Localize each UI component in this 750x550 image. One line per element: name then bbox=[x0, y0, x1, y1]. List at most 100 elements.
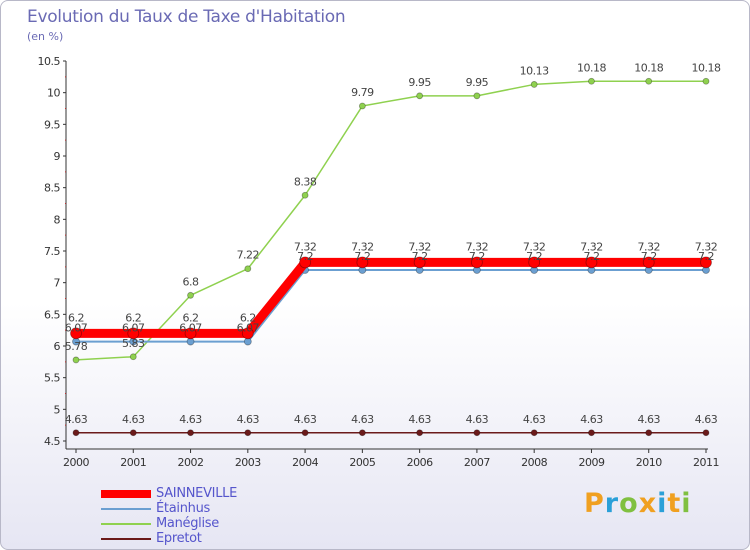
data-label-sainneville: 7.32 bbox=[580, 240, 603, 253]
y-tick-label: 9 bbox=[54, 150, 61, 163]
data-label-sainneville: 6.2 bbox=[68, 311, 84, 324]
data-point-sainneville bbox=[299, 256, 311, 269]
legend-label-etainhus: Étainhus bbox=[156, 501, 210, 516]
data-point-sainneville bbox=[471, 256, 483, 269]
x-tick-label: 2008 bbox=[521, 456, 547, 469]
x-tick-label: 2000 bbox=[63, 456, 89, 469]
proxiti-logo: Proxiti bbox=[584, 488, 692, 519]
data-point-sainneville bbox=[70, 327, 82, 340]
x-tick-label: 2004 bbox=[292, 456, 318, 469]
data-point-maneglise bbox=[244, 265, 252, 273]
data-point-epretot bbox=[473, 429, 481, 437]
data-label-sainneville: 7.32 bbox=[523, 240, 546, 253]
data-label-sainneville: 6.2 bbox=[183, 311, 199, 324]
data-label-sainneville: 6.2 bbox=[240, 311, 256, 324]
data-point-maneglise bbox=[645, 77, 653, 85]
data-label-maneglise: 9.79 bbox=[351, 86, 374, 99]
series-line-sainneville bbox=[76, 257, 706, 338]
data-label-etainhus: 7.2 bbox=[354, 250, 370, 263]
x-tick-label: 2007 bbox=[464, 456, 490, 469]
data-point-sainneville bbox=[184, 327, 197, 340]
data-point-maneglise bbox=[187, 291, 194, 299]
data-point-sainneville bbox=[413, 256, 426, 269]
data-point-sainneville bbox=[127, 327, 140, 340]
logo-letter: t bbox=[667, 488, 682, 519]
y-tick-label: 7 bbox=[54, 277, 61, 290]
legend-label-epretot: Epretot bbox=[156, 531, 202, 546]
data-label-sainneville: 6.2 bbox=[125, 311, 141, 324]
data-point-epretot bbox=[244, 429, 252, 437]
data-label-epretot: 4.63 bbox=[122, 413, 145, 426]
data-label-sainneville: 7.32 bbox=[294, 240, 317, 253]
data-point-epretot bbox=[645, 429, 653, 437]
data-label-maneglise: 8.38 bbox=[294, 175, 317, 188]
data-label-sainneville: 7.32 bbox=[466, 240, 489, 253]
data-point-sainneville bbox=[356, 256, 369, 269]
data-label-epretot: 4.63 bbox=[408, 413, 431, 426]
axes: 4.5 5 5.5 6 6.5 7 7.5 8 8.5 9 9.5 10 10.5 2000 2001 200… bbox=[38, 55, 720, 469]
data-label-sainneville: 7.32 bbox=[637, 240, 660, 253]
y-tick-label: 5 bbox=[54, 403, 61, 416]
data-label-maneglise: 6.8 bbox=[183, 275, 199, 288]
data-point-epretot bbox=[129, 429, 137, 437]
y-tick-label: 6 bbox=[54, 340, 61, 353]
data-point-epretot bbox=[301, 429, 309, 437]
data-label-maneglise: 9.95 bbox=[466, 76, 489, 89]
data-point-sainneville bbox=[585, 256, 598, 269]
data-point-sainneville bbox=[642, 256, 655, 269]
data-label-maneglise: 10.18 bbox=[577, 61, 606, 74]
x-tick-label: 2003 bbox=[235, 456, 261, 469]
data-point-epretot bbox=[702, 429, 710, 437]
data-label-etainhus: 6.07 bbox=[179, 322, 202, 335]
logo-letter: i bbox=[657, 488, 668, 519]
data-point-epretot bbox=[358, 429, 366, 437]
data-label-etainhus: 7.2 bbox=[297, 250, 313, 263]
legend-swatch-sainneville bbox=[101, 490, 151, 498]
logo-letter: r bbox=[604, 488, 620, 519]
series-layer bbox=[70, 77, 712, 437]
data-point-epretot bbox=[187, 429, 194, 437]
y-tick-label: 8 bbox=[54, 213, 61, 226]
data-label-epretot: 4.63 bbox=[695, 413, 718, 426]
data-point-maneglise bbox=[702, 77, 710, 85]
series-line-etainhus bbox=[76, 269, 706, 343]
x-tick-label: 2009 bbox=[578, 456, 604, 469]
x-tick-label: 2010 bbox=[636, 456, 662, 469]
data-label-etainhus: 7.2 bbox=[583, 250, 599, 263]
x-tick-label: 2006 bbox=[407, 456, 433, 469]
data-point-maneglise bbox=[530, 81, 538, 88]
data-point-sainneville bbox=[241, 327, 254, 340]
y-tick-label: 4.5 bbox=[44, 435, 60, 448]
x-tick-label: 2001 bbox=[120, 456, 146, 469]
data-labels-layer: 4.63 4.63 4.63 4.63 4.63 4.63 4.63 4.63 4.63 4.63… bbox=[65, 61, 722, 426]
data-label-epretot: 4.63 bbox=[351, 413, 374, 426]
data-label-etainhus: 7.2 bbox=[641, 250, 657, 263]
data-point-maneglise bbox=[416, 92, 424, 100]
y-tick-label: 5.5 bbox=[44, 372, 60, 385]
data-label-etainhus: 6.07 bbox=[122, 322, 145, 335]
data-label-epretot: 4.63 bbox=[65, 413, 88, 426]
data-point-maneglise bbox=[72, 356, 80, 364]
data-label-etainhus: 7.2 bbox=[526, 250, 542, 263]
y-tick-label: 10.5 bbox=[38, 55, 61, 68]
y-tick-label: 10 bbox=[47, 87, 60, 100]
data-label-maneglise: 5.78 bbox=[65, 340, 88, 353]
data-label-etainhus: 7.2 bbox=[469, 250, 485, 263]
logo-letter: o bbox=[619, 488, 639, 519]
data-label-maneglise: 7.22 bbox=[237, 249, 260, 262]
data-label-etainhus: 7.2 bbox=[698, 250, 714, 263]
data-label-etainhus: 6.07 bbox=[65, 322, 88, 335]
y-tick-label: 6.5 bbox=[44, 308, 60, 321]
data-point-maneglise bbox=[129, 353, 137, 361]
legend-swatch-epretot bbox=[101, 538, 151, 540]
data-label-epretot: 4.63 bbox=[523, 413, 546, 426]
data-point-sainneville bbox=[528, 256, 541, 269]
series-line-maneglise bbox=[75, 80, 706, 361]
x-tick-label: 2011 bbox=[693, 456, 719, 469]
data-label-maneglise: 9.95 bbox=[408, 76, 431, 89]
data-label-maneglise: 10.13 bbox=[520, 64, 549, 77]
data-label-etainhus: 7.2 bbox=[412, 250, 428, 263]
data-point-maneglise bbox=[301, 191, 309, 199]
